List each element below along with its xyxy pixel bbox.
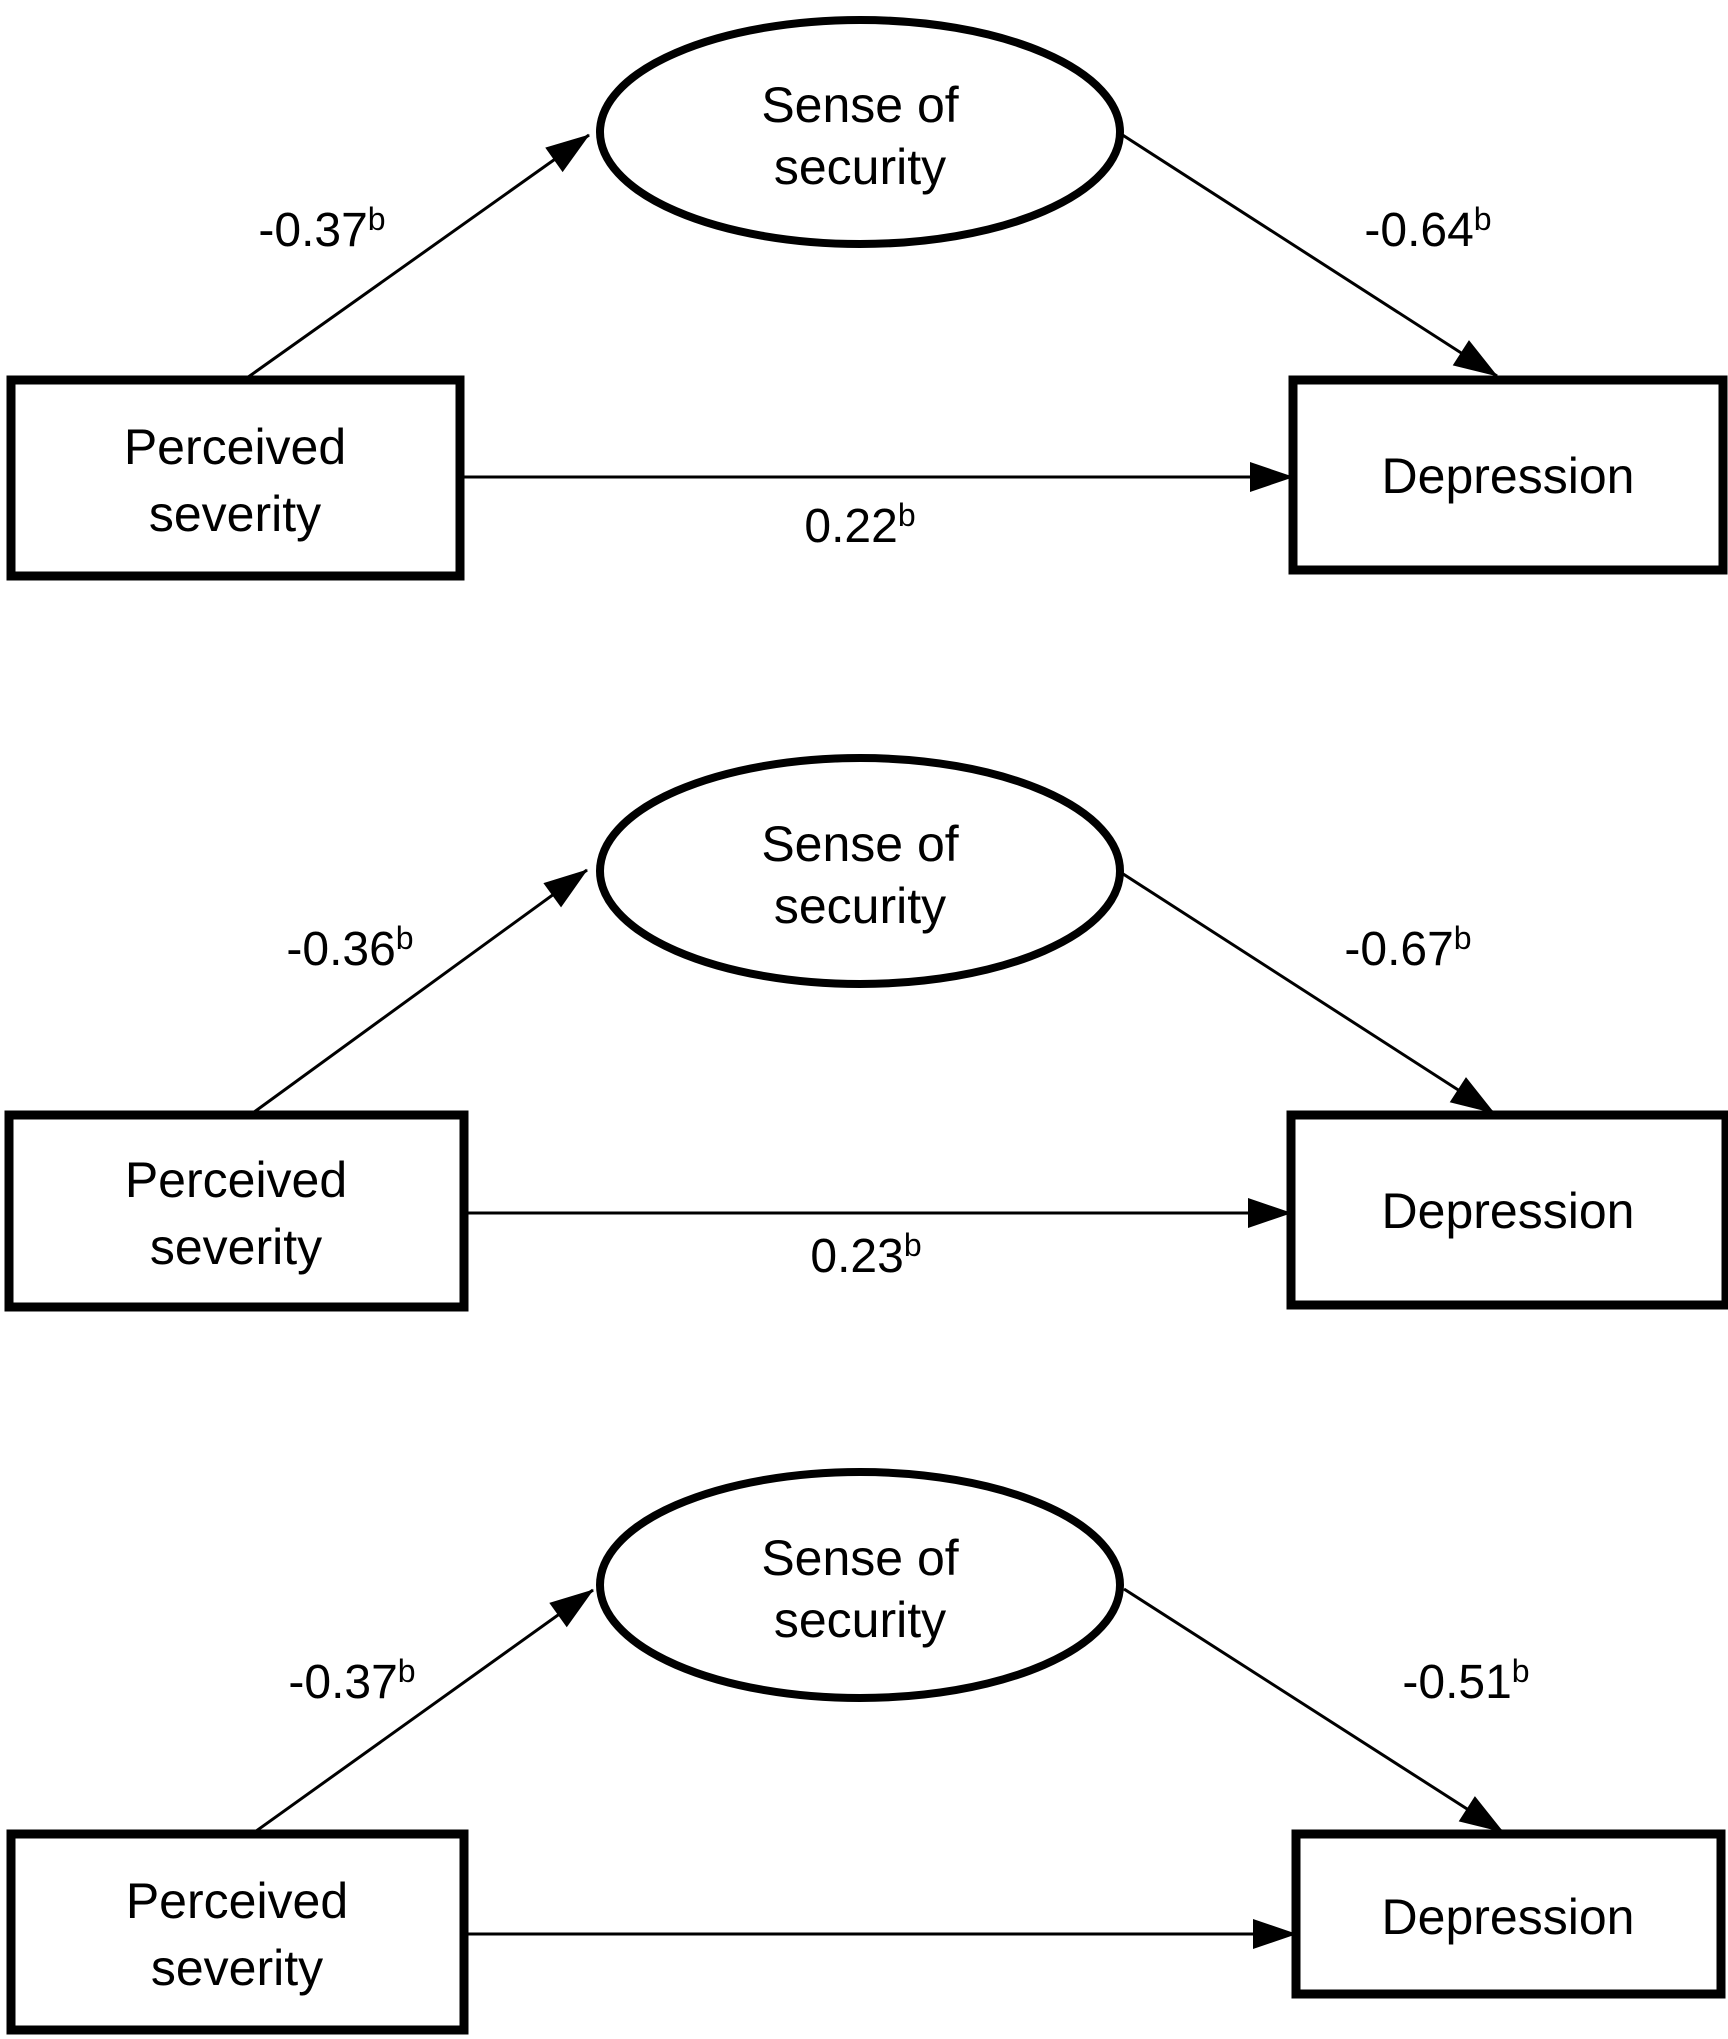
predictor-label-line2: severity (151, 1940, 323, 1996)
outcome-label: Depression (1382, 448, 1635, 504)
mediator-label-line1: Sense of (761, 1530, 958, 1586)
outcome-box (1291, 1829, 1726, 1999)
mediator-label-line2: security (774, 1592, 946, 1648)
outcome-label: Depression (1382, 1889, 1635, 1945)
outcome-box (1286, 1110, 1728, 1310)
predictor-label-line2: severity (150, 1219, 322, 1275)
path-a-coefficient: -0.37b (258, 201, 385, 257)
mediation-diagram-2: Sense of security Perceived severity Dep… (4, 754, 1728, 1312)
path-a-arrow (249, 868, 588, 1117)
path-a-arrow (251, 1588, 594, 1836)
predictor-label-line2: severity (149, 486, 321, 542)
path-b-coefficient: -0.64b (1364, 201, 1491, 257)
mediator-label-line2: security (774, 139, 946, 195)
outcome-label: Depression (1382, 1183, 1635, 1239)
predictor-box (6, 375, 465, 581)
path-b-arrow (1120, 132, 1498, 378)
mediation-diagram-3: Sense of security Perceived severity Dep… (6, 1468, 1726, 2035)
mediator-label-line1: Sense of (761, 816, 958, 872)
predictor-label-line1: Perceived (125, 1152, 347, 1208)
path-a-arrow (243, 133, 590, 382)
path-c-coefficient: 0.22b (804, 497, 915, 553)
path-b-arrow (1123, 1587, 1504, 1834)
path-a-coefficient: -0.37b (288, 1653, 415, 1709)
mediator-ellipse (596, 754, 1124, 988)
mediation-diagram-1: Sense of security Perceived severity Dep… (6, 16, 1728, 581)
predictor-box (6, 1829, 469, 2035)
mediator-label-line1: Sense of (761, 77, 958, 133)
predictor-box (4, 1110, 469, 1312)
outcome-box (1288, 375, 1728, 575)
path-b-arrow (1116, 868, 1495, 1115)
predictor-label-line1: Perceived (124, 419, 346, 475)
path-c-coefficient: 0.23b (810, 1227, 921, 1283)
mediator-ellipse (596, 1468, 1124, 1702)
path-b-coefficient: -0.51b (1402, 1653, 1529, 1709)
mediator-ellipse (596, 16, 1124, 248)
mediator-label-line2: security (774, 878, 946, 934)
path-a-coefficient: -0.36b (286, 920, 413, 976)
predictor-label-line1: Perceived (126, 1873, 348, 1929)
path-b-coefficient: -0.67b (1344, 920, 1471, 976)
